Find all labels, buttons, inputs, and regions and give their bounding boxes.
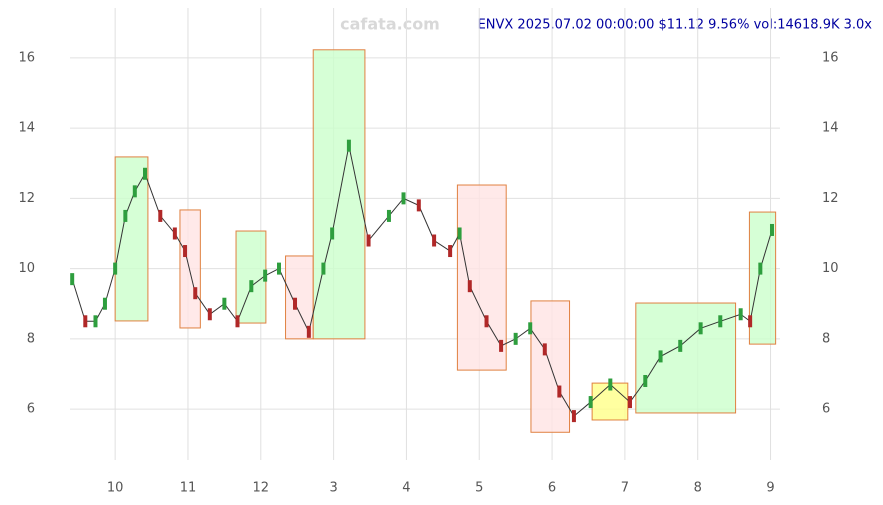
y-tick-label-right: 16 xyxy=(822,50,839,65)
candle xyxy=(123,209,128,222)
candle xyxy=(467,280,472,293)
candle xyxy=(113,262,118,275)
x-tick-label: 6 xyxy=(548,481,556,496)
zone xyxy=(179,209,201,329)
candle xyxy=(513,332,518,345)
candle xyxy=(769,223,774,236)
candle xyxy=(293,297,298,310)
x-tick-label: 12 xyxy=(253,481,270,496)
x-tick-label: 11 xyxy=(180,481,197,496)
candle xyxy=(528,322,533,335)
x-tick-label: 9 xyxy=(766,481,774,496)
candle xyxy=(263,269,268,282)
y-tick-label: 16 xyxy=(18,50,35,65)
candle xyxy=(401,192,406,205)
candle xyxy=(276,262,281,275)
candle xyxy=(93,315,98,328)
y-tick-label-right: 8 xyxy=(822,331,830,346)
candle xyxy=(346,139,351,152)
candle xyxy=(588,396,593,409)
candle xyxy=(542,343,547,356)
y-tick-label-right: 10 xyxy=(822,261,839,276)
candle xyxy=(448,245,453,258)
zone xyxy=(456,184,507,371)
candle xyxy=(249,280,254,293)
zone xyxy=(114,156,149,322)
candle xyxy=(499,339,504,352)
candle xyxy=(386,209,391,222)
y-tick-label-right: 14 xyxy=(822,121,839,136)
x-tick-label: 7 xyxy=(621,481,629,496)
y-tick-label: 12 xyxy=(18,191,35,206)
chart-title: ENVX 2025.07.02 00:00:00 $11.12 9.56% vo… xyxy=(478,18,873,33)
candle xyxy=(718,315,723,328)
candle xyxy=(235,315,240,328)
y-tick-label: 14 xyxy=(18,121,35,136)
candle xyxy=(698,322,703,335)
candle xyxy=(678,339,683,352)
candle xyxy=(222,297,227,310)
candle xyxy=(457,227,462,240)
y-tick-label-right: 12 xyxy=(822,191,839,206)
candle xyxy=(183,245,188,258)
candle xyxy=(627,396,632,409)
candle xyxy=(158,209,163,222)
x-tick-label: 5 xyxy=(475,481,483,496)
candle xyxy=(143,167,148,180)
candle xyxy=(70,273,75,286)
zone xyxy=(285,255,314,340)
candle xyxy=(330,227,335,240)
candle xyxy=(306,325,311,338)
y-tick-label-right: 6 xyxy=(822,402,830,417)
candle xyxy=(557,385,562,398)
candle xyxy=(416,199,421,212)
candle xyxy=(738,308,743,321)
y-tick-label: 10 xyxy=(18,261,35,276)
y-tick-label: 6 xyxy=(27,402,35,417)
candle xyxy=(193,287,198,300)
candle xyxy=(321,262,326,275)
candle xyxy=(432,234,437,247)
candle xyxy=(366,234,371,247)
x-tick-label: 8 xyxy=(694,481,702,496)
candle xyxy=(83,315,88,328)
candle xyxy=(132,185,137,198)
candle xyxy=(484,315,489,328)
candle xyxy=(748,315,753,328)
zone xyxy=(235,230,267,324)
price-line xyxy=(71,145,773,417)
candle xyxy=(608,378,613,391)
candle xyxy=(643,374,648,387)
candle xyxy=(102,297,107,310)
candle xyxy=(172,227,177,240)
candle xyxy=(658,350,663,363)
x-tick-label: 4 xyxy=(402,481,410,496)
watermark: cafata.com xyxy=(340,15,440,34)
candle xyxy=(207,308,212,321)
x-tick-label: 3 xyxy=(329,481,337,496)
zone xyxy=(312,49,366,340)
x-tick-label: 10 xyxy=(107,481,124,496)
candle xyxy=(571,410,576,423)
candle xyxy=(758,262,763,275)
y-tick-label: 8 xyxy=(27,331,35,346)
